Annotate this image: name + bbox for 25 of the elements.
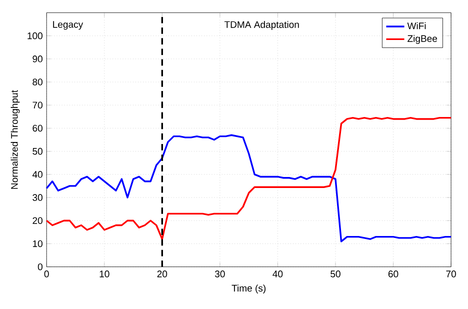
y-tick-label: 0 — [38, 263, 42, 270]
y-tick-label: 70 — [32, 102, 42, 108]
annotation: TDMA Adaptation — [224, 20, 299, 30]
y-tick-label: 30 — [32, 194, 42, 201]
y-axis-title: Normalized Throughput — [10, 90, 20, 189]
x-tick-label: 40 — [272, 270, 283, 278]
y-tick-label: 100 — [28, 32, 42, 40]
y-tick-label: 50 — [32, 148, 42, 155]
x-tick-label: 0 — [44, 270, 49, 278]
x-tick-label: 60 — [388, 270, 398, 278]
x-tick-label: 70 — [446, 270, 456, 278]
legend-label: WiFi — [407, 22, 426, 30]
legend-label: ZigBee — [408, 34, 438, 44]
y-tick-label: 80 — [32, 78, 42, 86]
y-tick-label: 90 — [32, 55, 42, 62]
y-tick-label: 60 — [32, 124, 42, 132]
y-tick-label: 40 — [32, 170, 42, 178]
y-tick-label: 10 — [32, 240, 42, 248]
x-tick-label: 20 — [157, 270, 168, 278]
x-tick-label: 50 — [330, 270, 340, 278]
y-tick-label: 20 — [32, 217, 42, 224]
x-axis-title: Time (s) — [232, 284, 266, 294]
annotation: Legacy — [53, 21, 84, 30]
x-tick-label: 30 — [214, 270, 225, 278]
x-tick-label: 10 — [100, 270, 110, 278]
